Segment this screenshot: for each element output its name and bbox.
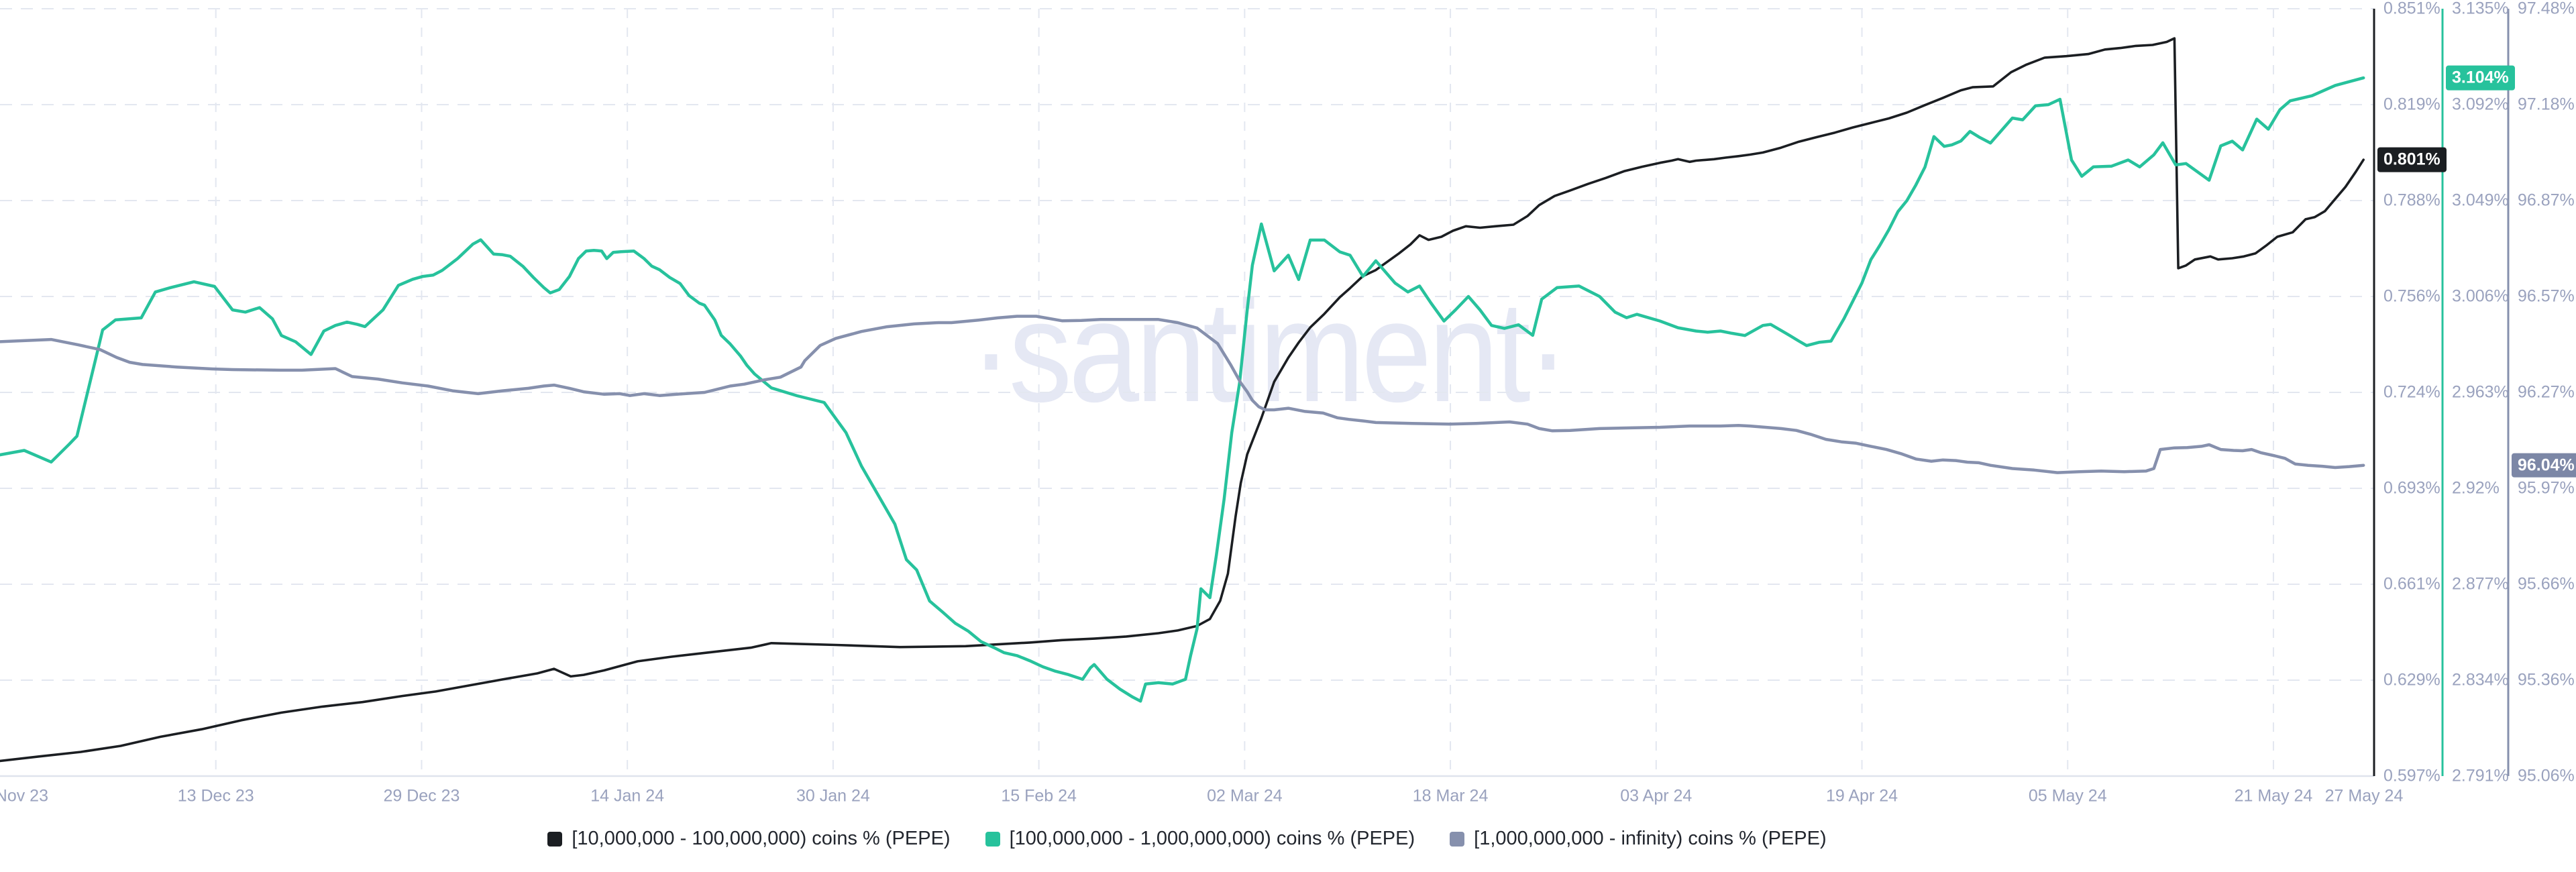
y-axis-label: 97.18%: [2518, 95, 2575, 114]
x-axis-label: 18 Mar 24: [1412, 786, 1489, 806]
current-value-badge-2: 96.04%: [2512, 453, 2576, 478]
current-value-badge-0: 0.801%: [2377, 147, 2447, 172]
x-axis-label: 29 Dec 23: [383, 786, 460, 806]
x-axis-label: 14 Jan 24: [590, 786, 665, 806]
y-axis-label: 2.791%: [2452, 766, 2509, 785]
y-axis-label: 0.597%: [2383, 766, 2440, 785]
y-axis-label: 95.06%: [2518, 766, 2575, 785]
y-axis-label: 96.87%: [2518, 190, 2575, 210]
y-axis-label: 95.66%: [2518, 574, 2575, 594]
x-axis-label: 13 Dec 23: [177, 786, 254, 806]
y-axis-label: 3.006%: [2452, 286, 2509, 306]
x-axis-label: 30 Jan 24: [796, 786, 870, 806]
x-axis-label: 15 Feb 24: [1001, 786, 1077, 806]
y-axis-label: 0.788%: [2383, 190, 2440, 210]
legend: [10,000,000 - 100,000,000) coins % (PEPE…: [0, 828, 2374, 850]
legend-label: [1,000,000,000 - infinity) coins % (PEPE…: [1474, 828, 1827, 849]
x-axis-label: 27 Nov 23: [0, 786, 48, 806]
legend-item-1[interactable]: [100,000,000 - 1,000,000,000) coins % (P…: [985, 828, 1415, 850]
y-axis-label: 2.963%: [2452, 382, 2509, 402]
y-axis-label: 96.57%: [2518, 286, 2575, 306]
y-axis-label: 2.834%: [2452, 670, 2509, 690]
x-axis-label: 05 May 24: [2028, 786, 2107, 806]
y-axis-label: 0.756%: [2383, 286, 2440, 306]
current-value-badge-1: 3.104%: [2446, 65, 2515, 91]
y-axis-label: 3.049%: [2452, 190, 2509, 210]
x-axis-label: 21 May 24: [2234, 786, 2313, 806]
y-axis-label: 2.877%: [2452, 574, 2509, 594]
y-axis-label: 0.851%: [2383, 0, 2440, 18]
y-axis-label: 0.819%: [2383, 95, 2440, 114]
y-axis-label: 0.724%: [2383, 382, 2440, 402]
legend-swatch-icon: [985, 831, 1000, 847]
x-axis-label: 02 Mar 24: [1207, 786, 1283, 806]
y-axis-label: 0.693%: [2383, 478, 2440, 498]
y-axis-label: 3.092%: [2452, 95, 2509, 114]
x-axis-label: 19 Apr 24: [1826, 786, 1898, 806]
y-axis-label: 0.661%: [2383, 574, 2440, 594]
x-axis-label: 03 Apr 24: [1620, 786, 1693, 806]
series-line-2: [0, 315, 2365, 474]
y-axis-label: 3.135%: [2452, 0, 2509, 18]
y-axis-label: 0.629%: [2383, 670, 2440, 690]
series-line-0: [0, 37, 2365, 763]
y-axis-label: 95.36%: [2518, 670, 2575, 690]
x-axis-label: 27 May 24: [2324, 786, 2404, 806]
legend-item-0[interactable]: [10,000,000 - 100,000,000) coins % (PEPE…: [547, 828, 951, 850]
legend-label: [10,000,000 - 100,000,000) coins % (PEPE…: [572, 828, 951, 849]
y-axis-label: 96.27%: [2518, 382, 2575, 402]
y-axis-label: 95.97%: [2518, 478, 2575, 498]
y-axis-label: 97.48%: [2518, 0, 2575, 18]
series-line-1: [0, 76, 2365, 703]
y-axis-label: 2.92%: [2452, 478, 2500, 498]
legend-swatch-icon: [1450, 831, 1465, 847]
legend-item-2[interactable]: [1,000,000,000 - infinity) coins % (PEPE…: [1450, 828, 1827, 850]
legend-label: [100,000,000 - 1,000,000,000) coins % (P…: [1009, 828, 1415, 849]
legend-swatch-icon: [547, 831, 563, 847]
